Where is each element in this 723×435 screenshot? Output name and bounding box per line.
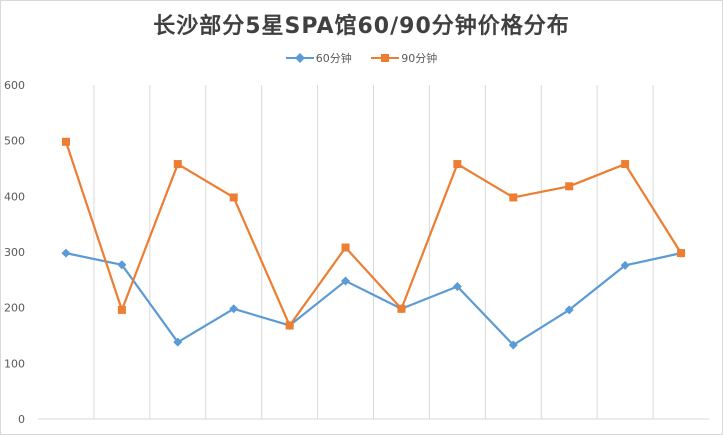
data-point-square [397,304,406,313]
y-tick-label: 300 [4,246,25,259]
data-point-square [677,249,686,258]
data-point-square [61,137,70,146]
chart-title: 长沙部分5星SPA馆60/90分钟价格分布 [153,14,570,39]
y-tick-label: 200 [4,302,25,315]
data-point-diamond [452,282,462,292]
legend-item-60: 60分钟 [285,50,352,66]
y-tick-label: 0 [18,413,25,426]
data-point-diamond [564,305,574,315]
legend-square-icon [371,54,400,62]
y-tick-label: 100 [4,357,25,370]
legend-label-60: 60分钟 [315,52,352,65]
legend-label-90: 90分钟 [401,52,438,65]
data-point-square [173,160,182,169]
data-point-square [341,243,350,252]
data-point-diamond [229,304,239,314]
chart-legend: 60分钟 90分钟 [0,50,723,67]
data-point-diamond [117,260,127,270]
data-point-square [453,160,462,169]
data-point-diamond [173,337,183,347]
legend-diamond-icon [285,53,314,63]
data-point-square [285,321,294,330]
y-tick-label: 500 [4,135,25,148]
legend-item-90: 90分钟 [371,50,437,66]
series-line-1 [64,141,682,327]
data-point-square [229,193,238,202]
data-point-square [509,193,518,202]
data-point-diamond [341,276,351,286]
data-point-diamond [61,248,71,258]
data-point-diamond [508,340,518,350]
data-point-square [117,305,126,314]
data-point-square [621,160,630,169]
data-point-diamond [620,260,630,270]
y-tick-label: 400 [4,190,25,203]
series-line-0 [65,252,682,347]
data-point-square [565,182,574,191]
y-tick-label: 600 [4,79,25,92]
